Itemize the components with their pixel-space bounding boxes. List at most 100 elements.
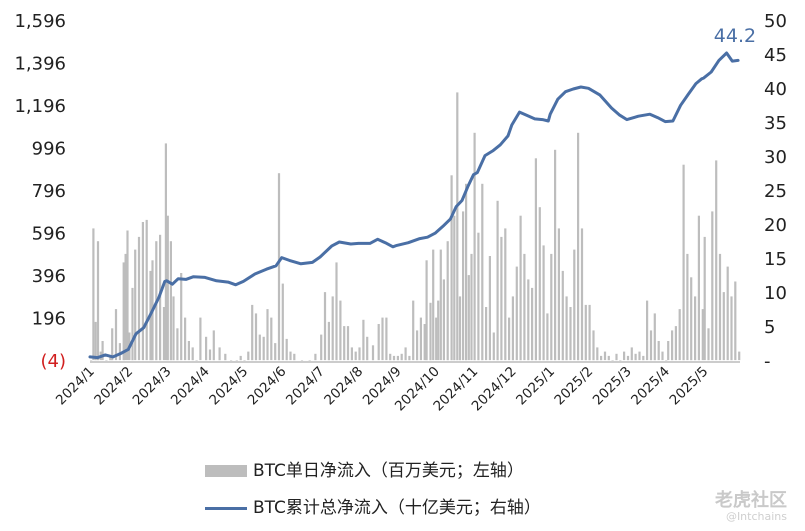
x-tick-label: 2024/7 <box>283 364 328 409</box>
bar <box>671 330 674 361</box>
bar <box>596 347 599 361</box>
bar <box>467 275 470 361</box>
bar <box>580 228 584 361</box>
bar <box>94 321 97 361</box>
bar <box>557 228 560 361</box>
bar <box>429 302 432 361</box>
bar <box>212 330 215 361</box>
bar <box>258 334 261 361</box>
bar <box>195 360 198 361</box>
left-tick-label: 1,396 <box>14 54 66 75</box>
right-tick-label: 20 <box>764 215 787 236</box>
bar <box>300 360 304 361</box>
bar <box>588 304 591 361</box>
bar <box>458 296 462 361</box>
bar <box>504 228 507 361</box>
bar <box>134 249 137 361</box>
bar <box>592 330 595 361</box>
bar <box>485 307 488 361</box>
bar <box>565 296 568 361</box>
bar <box>377 324 380 361</box>
right-y-axis: 50 45 40 35 30 25 20 15 10 5 - <box>764 11 787 372</box>
bar <box>450 175 453 361</box>
bar <box>320 334 323 361</box>
left-tick-label: 396 <box>32 266 66 287</box>
bar <box>277 173 281 361</box>
bar <box>131 287 134 361</box>
bar <box>126 230 129 361</box>
bar <box>92 228 95 361</box>
bar <box>496 200 499 361</box>
bar <box>235 360 238 361</box>
bar <box>470 253 473 361</box>
bar <box>274 343 277 361</box>
right-tick-label: 10 <box>764 283 787 304</box>
watermark-sub: @Intchains <box>725 509 787 523</box>
bar <box>416 330 419 361</box>
bar <box>435 317 438 361</box>
right-tick-label: - <box>764 351 771 372</box>
right-tick-label: 40 <box>764 79 787 100</box>
bar <box>661 351 664 361</box>
end-annotation: 44.2 <box>714 25 756 47</box>
bar <box>538 207 541 361</box>
bar <box>145 219 148 361</box>
right-tick-label: 15 <box>764 249 787 270</box>
bar <box>385 317 388 361</box>
bar <box>734 281 737 361</box>
bar <box>561 270 564 361</box>
bar <box>114 309 118 361</box>
bar <box>111 328 114 361</box>
x-tick-label: 2025/4 <box>628 364 673 409</box>
bar <box>262 336 265 361</box>
bar <box>327 321 330 361</box>
bar <box>199 317 202 361</box>
bar <box>527 279 530 361</box>
bar <box>630 347 633 361</box>
bar <box>667 341 670 361</box>
legend-line-label: BTC累计总净流入（十亿美元；右轴） <box>253 498 541 518</box>
bar <box>611 360 614 361</box>
line-series <box>88 51 740 360</box>
watermark: 老虎社区 @Intchains <box>715 491 787 523</box>
bar <box>500 236 503 361</box>
watermark-text: 老虎社区 <box>715 490 787 512</box>
bar <box>638 351 641 361</box>
bar <box>224 353 227 361</box>
bar <box>289 351 292 361</box>
bar <box>584 304 587 361</box>
bar <box>569 307 572 361</box>
bar <box>730 296 733 361</box>
x-tick-label: 2025/5 <box>667 364 712 409</box>
bar <box>488 256 491 361</box>
bar <box>314 353 317 361</box>
bar <box>726 266 729 361</box>
bar <box>703 236 706 361</box>
x-tick-label: 2025/3 <box>590 364 635 409</box>
bar <box>346 326 350 361</box>
bar <box>169 241 172 361</box>
bar <box>453 215 456 361</box>
bar <box>331 296 334 361</box>
bar <box>243 360 246 361</box>
bar <box>711 211 714 361</box>
bar <box>674 326 677 361</box>
bar <box>619 360 622 361</box>
bar <box>432 249 435 361</box>
bar <box>646 300 649 361</box>
bar <box>308 360 311 361</box>
bar <box>722 292 725 361</box>
bar <box>270 317 273 361</box>
bar <box>335 262 338 361</box>
left-tick-label: 1,596 <box>14 11 66 32</box>
bar <box>412 300 415 361</box>
bar <box>481 183 484 361</box>
bar <box>180 273 183 361</box>
bar <box>690 277 693 361</box>
bar <box>381 317 384 361</box>
bar <box>350 347 353 361</box>
bar <box>323 292 327 361</box>
bar <box>408 355 411 361</box>
bar <box>354 351 357 361</box>
bar <box>649 330 653 361</box>
